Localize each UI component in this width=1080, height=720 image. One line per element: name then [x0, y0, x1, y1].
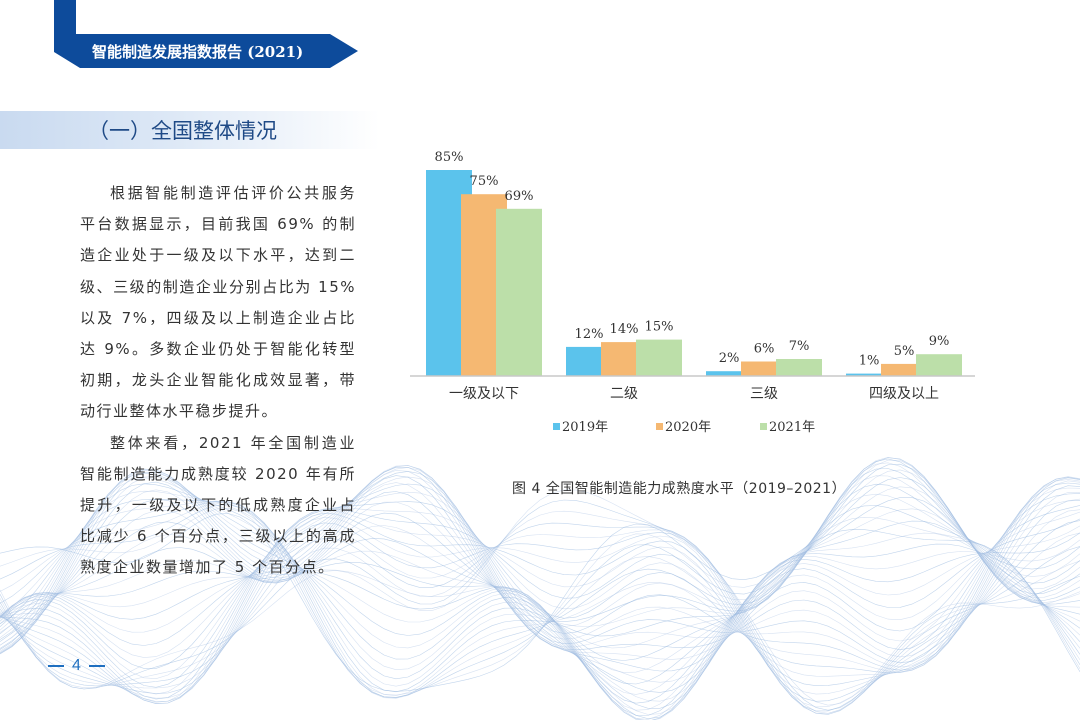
wave-line: [0, 459, 1080, 673]
wave-line: [0, 470, 1080, 683]
bar-2021-4: [916, 354, 962, 376]
wave-line: [0, 468, 1080, 693]
wave-line: [0, 493, 1080, 699]
wave-line: [0, 457, 1080, 661]
wave-line: [0, 477, 1080, 700]
category-tick-label: 四级及以上: [869, 386, 939, 402]
wave-line: [0, 467, 1080, 658]
legend-swatch: [760, 423, 767, 430]
wave-line: [0, 500, 1080, 702]
wave-line: [0, 462, 1080, 687]
wave-line: [0, 458, 1080, 680]
wave-line: [0, 465, 1080, 651]
wave-line: [0, 529, 1080, 714]
figure-caption: 图 4 全国智能制造能力成熟度水平（2019–2021）: [512, 481, 847, 497]
wave-line: [0, 489, 1080, 706]
data-label: 15%: [645, 320, 674, 335]
wave-line: [0, 475, 1080, 697]
category-tick-label: 三级: [750, 386, 778, 402]
data-label: 6%: [754, 342, 775, 357]
wave-line: [0, 520, 1080, 712]
wave-line: [0, 492, 1080, 704]
category-tick-label: 二级: [610, 386, 638, 402]
bar-2021-2: [636, 339, 682, 376]
wave-line: [0, 485, 1080, 705]
legend-swatch: [553, 423, 560, 430]
data-label: 14%: [610, 322, 639, 337]
bar-2020-3: [741, 361, 787, 376]
data-label: 69%: [505, 189, 534, 204]
wave-line: [0, 510, 1080, 720]
section-title: （一）全国整体情况: [88, 119, 277, 143]
body-text: 根据智能制造评估评价公共服务平台数据显示，目前我国 69% 的制造企业处于一级及…: [80, 178, 356, 584]
data-label: 85%: [435, 150, 464, 165]
maturity-bar-chart: 85% 75% 69% 一级及以下 12% 14% 15% 二级 2% 6% 7% 三级 1% 5% 9% 四…: [410, 140, 1000, 450]
bar-2020-4: [881, 363, 927, 376]
bar-2021-1: [496, 208, 542, 376]
wave-line: [0, 509, 1080, 708]
page-number-dash-right: [88, 665, 105, 667]
wave-line: [0, 463, 1080, 685]
bar-2021-3: [776, 359, 822, 376]
wave-line: [0, 499, 1080, 711]
bar-2019-3: [706, 371, 752, 376]
wave-line: [0, 510, 1080, 714]
data-label: 7%: [789, 339, 810, 354]
page-number-value: 4: [72, 657, 81, 674]
data-label: 75%: [470, 174, 499, 189]
wave-line: [0, 476, 1080, 695]
wave-line: [0, 467, 1080, 672]
report-title: 智能制造发展指数报告 (2021): [92, 43, 304, 61]
page-number: 4: [48, 655, 105, 677]
bar-2019-4: [846, 373, 892, 376]
wave-line: [0, 512, 1080, 720]
data-label: 1%: [859, 354, 880, 369]
wave-line: [0, 501, 1080, 715]
wave-line: [0, 476, 1080, 680]
data-label: 5%: [894, 344, 915, 359]
data-label: 2%: [719, 351, 740, 366]
wave-line: [0, 481, 1080, 716]
page-number-dash-left: [48, 665, 64, 667]
wave-line: [0, 475, 1080, 693]
chart-svg: 85% 75% 69% 一级及以下 12% 14% 15% 二级 2% 6% 7% 三级 1% 5% 9% 四…: [410, 150, 975, 435]
data-label: 9%: [929, 334, 950, 349]
legend-entry: 2021年: [769, 420, 815, 435]
header-tab-accent: [54, 0, 76, 40]
legend-entry: 2019年: [562, 420, 608, 435]
wave-line: [0, 456, 1080, 671]
wave-line: [0, 513, 1080, 692]
section-title-band: [0, 111, 380, 149]
wave-line: [0, 483, 1080, 699]
wave-line: [0, 465, 1080, 660]
wave-line: [0, 504, 1080, 698]
header-arrow-band: [54, 34, 358, 68]
legend-swatch: [656, 423, 663, 430]
data-label: 12%: [575, 327, 604, 342]
category-tick-label: 一级及以下: [449, 386, 519, 402]
legend-entry: 2020年: [665, 420, 711, 435]
paragraph: 整体来看，2021 年全国制造业智能制造能力成熟度较 2020 年有所提升，一级…: [80, 433, 356, 577]
paragraph: 根据智能制造评估评价公共服务平台数据显示，目前我国 69% 的制造企业处于一级及…: [80, 184, 356, 421]
